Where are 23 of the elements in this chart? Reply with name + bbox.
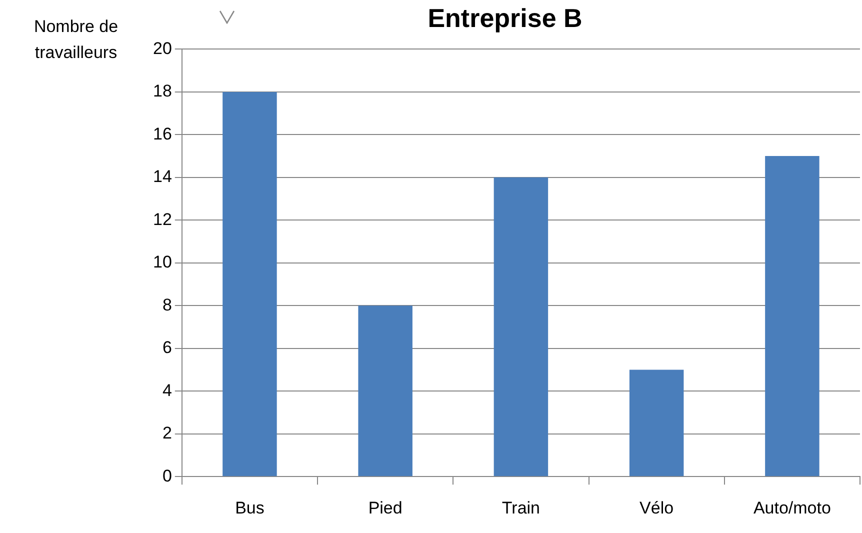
x-tick-label: Pied	[368, 498, 402, 518]
y-tick-label: 10	[152, 252, 172, 272]
chart-title: Entreprise B	[428, 2, 582, 33]
y-tick-label: 2	[162, 424, 172, 443]
x-tick-label: Auto/moto	[753, 498, 831, 518]
y-tick-label: 4	[162, 380, 172, 400]
y-tick-label: 16	[152, 124, 172, 144]
y-tick-label: 14	[152, 167, 172, 186]
y-tick-label: 0	[162, 466, 172, 486]
bar	[358, 306, 412, 476]
bar	[222, 92, 277, 476]
x-tick-label: Train	[502, 498, 540, 518]
y-tick-label: 6	[162, 338, 172, 358]
bar	[494, 177, 548, 476]
y-tick-label: 8	[162, 295, 172, 314]
x-tick-label: Vélo	[640, 498, 674, 518]
y-tick-label: 20	[152, 38, 172, 58]
y-axis-title: Nombre de travailleurs	[32, 16, 120, 64]
x-tick-label: Bus	[235, 498, 264, 518]
y-tick-label: 18	[152, 82, 172, 101]
bar	[765, 156, 820, 476]
bar	[629, 370, 684, 476]
y-tick-label: 12	[152, 210, 172, 229]
